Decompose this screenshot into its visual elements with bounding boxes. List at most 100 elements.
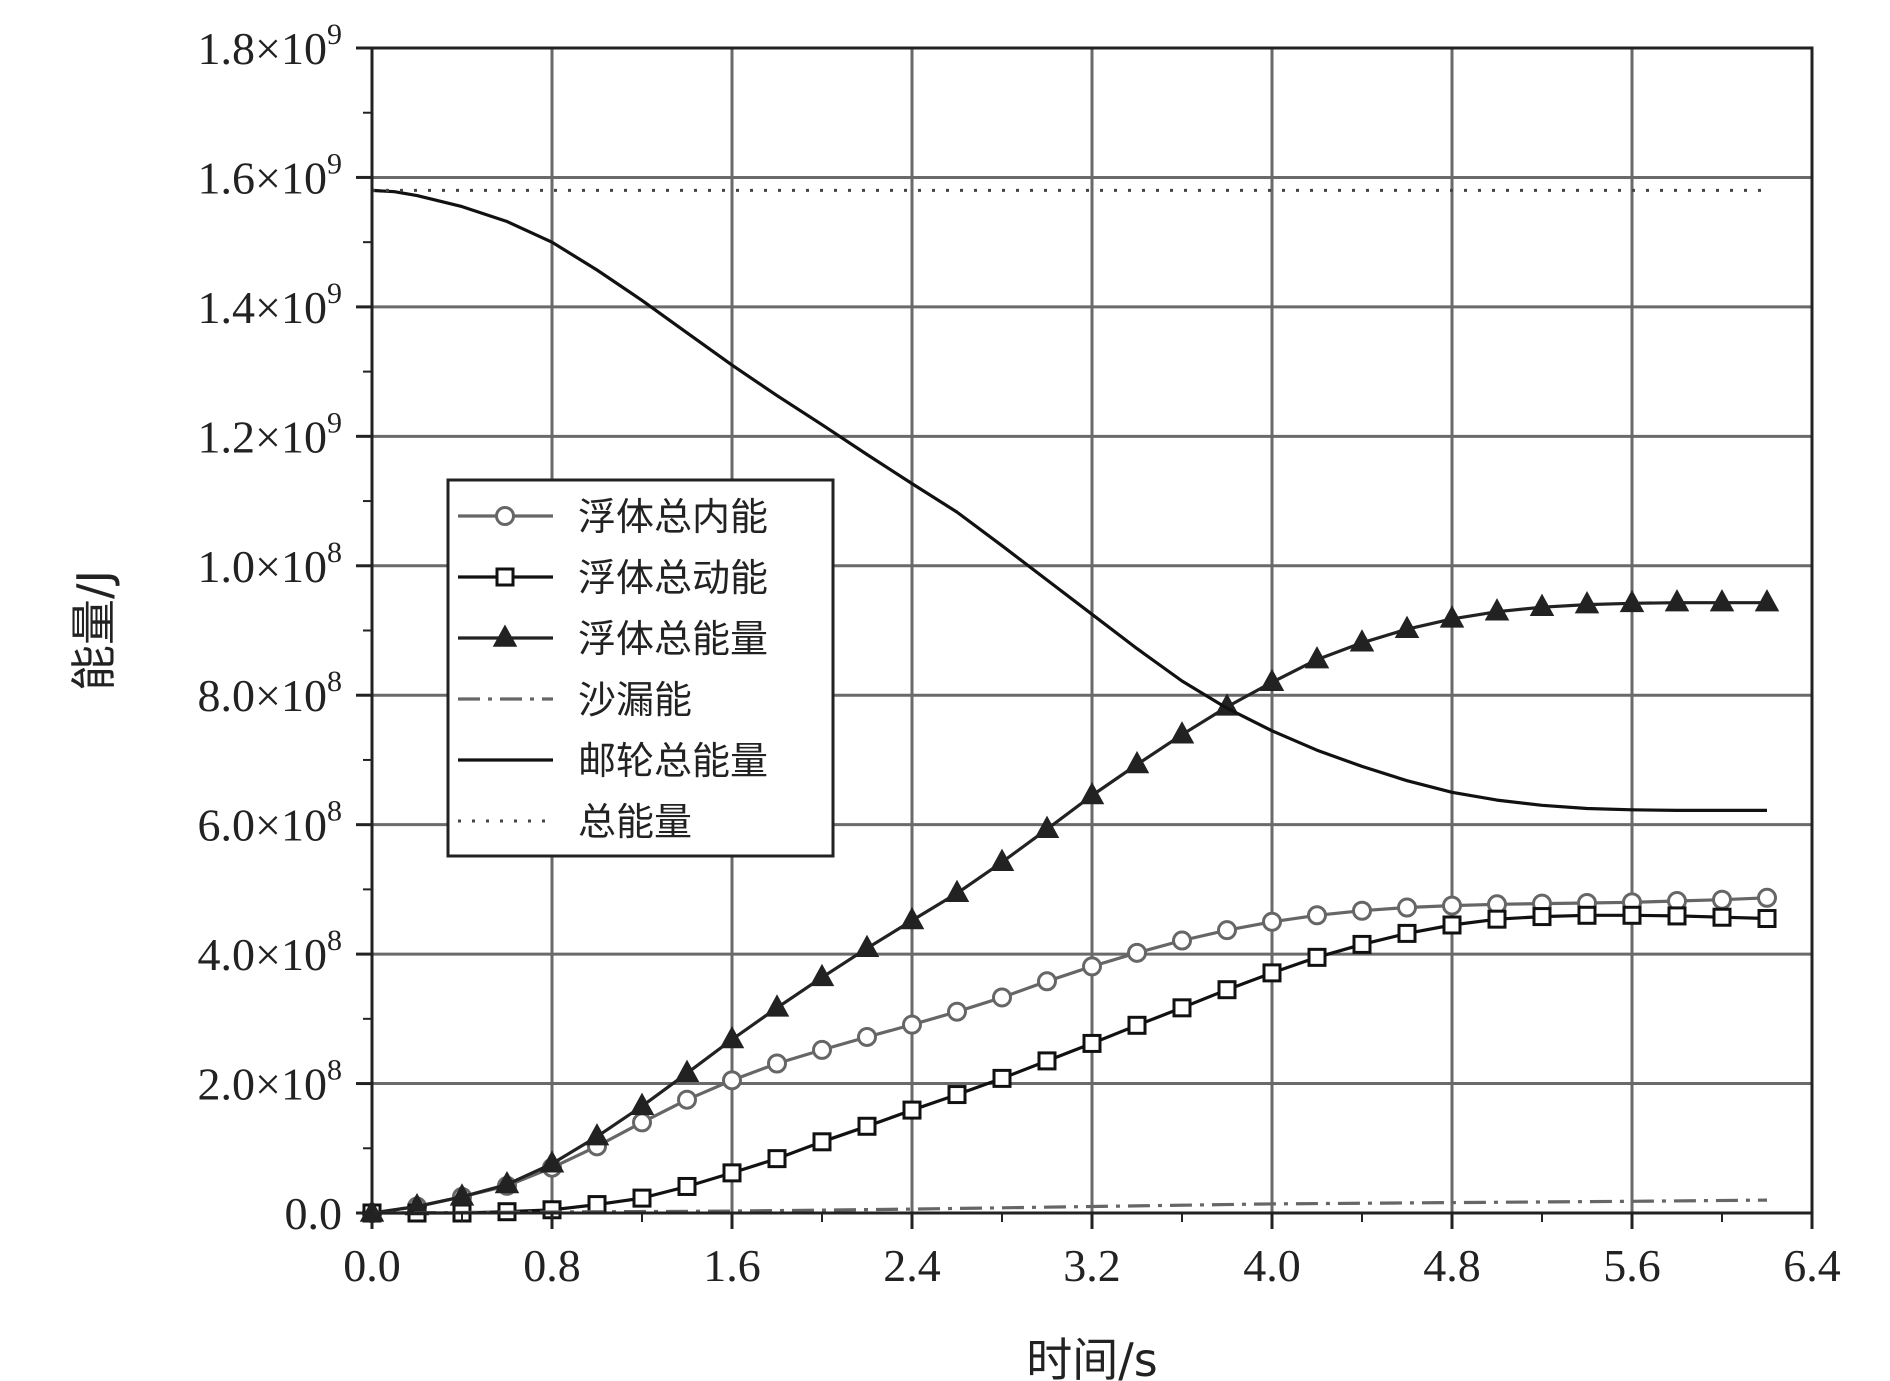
triangle-marker [1619, 589, 1645, 613]
y-tick-exponent: 8 [327, 1054, 342, 1087]
circle-marker [1172, 930, 1192, 951]
y-tick-mantissa: 6.0×10 [198, 800, 327, 851]
triangle-marker [764, 994, 790, 1017]
triangle-marker [1169, 721, 1195, 744]
y-tick-mantissa: 2.0×10 [198, 1059, 327, 1110]
y-tick-exponent: 8 [327, 665, 342, 698]
square-marker [1307, 947, 1327, 967]
y-tick-exponent: 8 [327, 795, 342, 828]
square-marker [1442, 915, 1462, 935]
circle-marker [1397, 897, 1417, 918]
series-line [371, 896, 1768, 1215]
y-tick-label: 1.0×108 [198, 536, 342, 592]
square-marker [1532, 907, 1552, 927]
triangle-marker [1394, 615, 1420, 638]
square-marker [1487, 909, 1507, 929]
series-line [371, 188, 1767, 813]
square-marker [767, 1149, 787, 1169]
x-tick-label: 4.0 [1243, 1240, 1301, 1291]
y-tick-label: 1.8×109 [198, 18, 342, 74]
legend-label: 浮体总能量 [578, 617, 768, 661]
legend-label: 总能量 [578, 800, 692, 844]
y-tick-label: 8.0×108 [198, 665, 342, 721]
y-tick-mantissa: 1.8×10 [198, 23, 327, 74]
triangle-marker [404, 1192, 430, 1216]
y-tick-exponent: 8 [327, 924, 342, 957]
triangle-marker [1529, 593, 1555, 616]
y-tick-label: 1.4×109 [198, 277, 342, 333]
x-tick-label: 6.4 [1783, 1240, 1841, 1291]
circle-marker [767, 1053, 787, 1074]
triangle-marker [1439, 605, 1465, 628]
circle-marker [1127, 942, 1147, 963]
x-tick-label: 2.4 [883, 1240, 941, 1291]
legend-label: 沙漏能 [578, 678, 692, 722]
circle-marker [1082, 956, 1102, 977]
y-tick-label: 2.0×108 [198, 1054, 342, 1110]
square-marker [1262, 963, 1282, 983]
legend-box [446, 478, 835, 858]
triangle-marker [1754, 589, 1780, 612]
x-tick-label: 4.8 [1423, 1240, 1481, 1291]
y-tick-exponent: 9 [327, 277, 342, 310]
square-marker [722, 1163, 742, 1183]
tick-labels: 0.0 0.8 1.6 2.4 3.2 4.0 4.8 5.6 6.40.02.0×1084.0… [198, 18, 1841, 1291]
y-tick-label: 6.0×108 [198, 795, 342, 851]
square-marker [992, 1068, 1012, 1088]
square-marker [1667, 906, 1687, 926]
x-tick-label: 1.6 [703, 1240, 761, 1291]
triangle-marker [1709, 589, 1735, 612]
circle-marker [722, 1070, 742, 1091]
triangle-marker [449, 1183, 475, 1206]
triangle-marker [809, 963, 835, 987]
x-tick-label: 5.6 [1603, 1240, 1661, 1291]
triangle-marker [584, 1123, 610, 1146]
square-marker [1622, 905, 1642, 925]
square-marker [902, 1100, 922, 1120]
circle-marker [1712, 889, 1732, 910]
series-4 [371, 188, 1767, 813]
triangle-marker [944, 879, 970, 903]
triangle-marker [494, 1170, 520, 1194]
legend-label: 浮体总动能 [578, 556, 768, 600]
triangle-marker [1664, 589, 1690, 612]
square-marker [812, 1132, 832, 1152]
legend-label: 浮体总内能 [578, 495, 768, 539]
y-tick-exponent: 9 [327, 18, 342, 51]
y-tick-mantissa: 1.2×10 [198, 411, 327, 462]
square-marker [857, 1116, 877, 1136]
triangle-marker [1124, 750, 1150, 774]
y-tick-mantissa: 4.0×10 [198, 929, 327, 980]
x-tick-label: 0.8 [523, 1240, 581, 1291]
y-tick-label: 1.6×109 [198, 147, 342, 203]
triangle-marker [674, 1059, 700, 1082]
square-marker [1127, 1015, 1147, 1035]
triangle-marker [629, 1092, 655, 1115]
triangle-marker [1034, 815, 1060, 838]
circle-marker [1217, 920, 1237, 941]
circle-marker [857, 1026, 877, 1047]
y-tick-exponent: 9 [327, 147, 342, 180]
square-marker [1082, 1033, 1102, 1053]
square-marker [947, 1085, 967, 1105]
triangle-marker [854, 934, 880, 958]
y-tick-label: 0.0 [285, 1188, 343, 1239]
circle-marker [947, 1001, 967, 1022]
y-tick-exponent: 8 [327, 536, 342, 569]
x-axis-title: 时间/s [1026, 1333, 1157, 1381]
circle-marker [1037, 971, 1057, 992]
circle-marker [1262, 911, 1282, 932]
triangle-marker [1484, 598, 1510, 621]
square-marker [1172, 998, 1192, 1018]
square-marker [1037, 1051, 1057, 1071]
x-tick-label: 0.0 [343, 1240, 401, 1291]
series-2 [359, 589, 1780, 1222]
y-tick-mantissa: 1.0×10 [198, 541, 327, 592]
y-tick-label: 1.2×109 [198, 406, 342, 462]
y-tick-exponent: 9 [327, 406, 342, 439]
circle-marker [1352, 900, 1372, 921]
square-marker [1397, 923, 1417, 943]
y-tick-mantissa: 0.0 [285, 1188, 343, 1239]
